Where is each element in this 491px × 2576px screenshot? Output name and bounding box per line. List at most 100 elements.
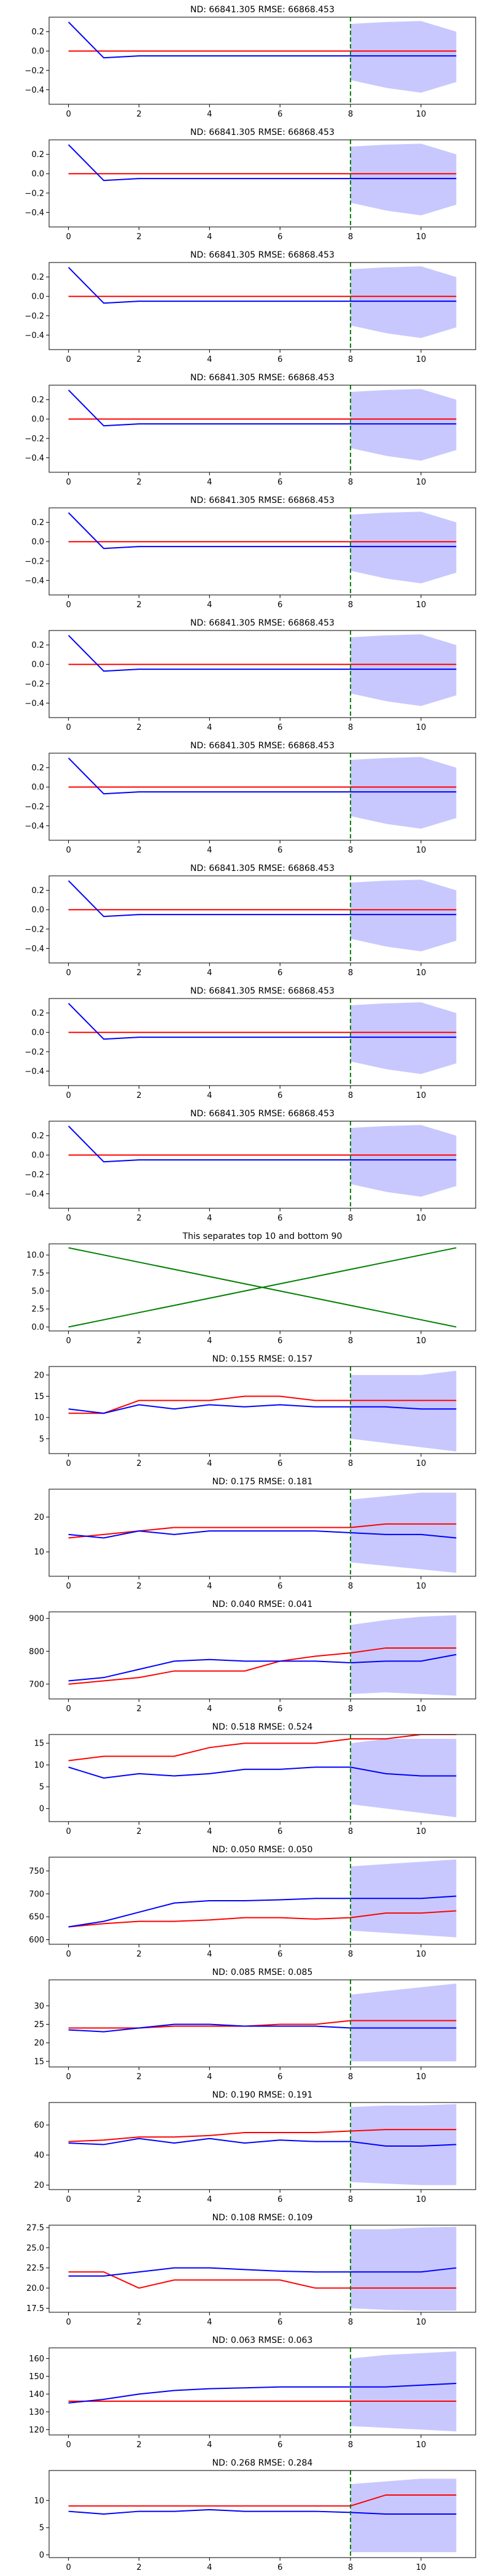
x-tick-label: 10 (416, 2072, 427, 2082)
x-tick-label: 10 (416, 2195, 427, 2204)
plot-area (68, 631, 457, 718)
x-tick-label: 4 (207, 1214, 212, 1223)
x-tick-label: 2 (136, 2195, 141, 2204)
prediction-interval-band (350, 634, 457, 707)
chart-title: ND: 0.190 RMSE: 0.191 (212, 2090, 313, 2100)
x-tick-label: 8 (348, 1459, 353, 1468)
plot-area (68, 2225, 457, 2312)
chart-panel-6: ND: 66841.305 RMSE: 66868.453 0 2 4 6 8 10 −0.4… (25, 618, 476, 732)
prediction-line (68, 2137, 457, 2147)
axes-frame (48, 1857, 476, 1945)
chart-panel-5: ND: 66841.305 RMSE: 66868.453 0 2 4 6 8 10 −0.4… (25, 496, 476, 610)
plot-area (68, 17, 457, 104)
x-tick-label: 8 (348, 478, 353, 487)
y-tick-label: −0.4 (25, 699, 44, 708)
y-tick-label: −0.2 (25, 189, 44, 198)
y-tick-label: −0.2 (25, 434, 44, 443)
chart-title: ND: 66841.305 RMSE: 66868.453 (190, 864, 334, 873)
y-tick-label: 160 (29, 2355, 44, 2364)
x-tick-label: 6 (277, 2440, 282, 2450)
x-tick-label: 2 (136, 1582, 141, 1591)
x-tick-label: 8 (348, 2072, 353, 2082)
y-tick-label: 700 (29, 1890, 44, 1899)
x-tick-label: 8 (348, 110, 353, 119)
chart-title: ND: 66841.305 RMSE: 66868.453 (190, 5, 334, 15)
x-tick-label: 4 (207, 2072, 212, 2082)
chart-panel-17: ND: 0.085 RMSE: 0.085 0 2 4 6 8 10 15 20 25 30 (34, 1968, 476, 2082)
x-tick-label: 4 (207, 1336, 212, 1346)
chart-title: ND: 66841.305 RMSE: 66868.453 (190, 1109, 334, 1119)
x-tick-label: 2 (136, 2440, 141, 2450)
x-tick-label: 4 (207, 478, 212, 487)
x-tick-label: 2 (136, 1827, 141, 1836)
x-tick-label: 2 (136, 600, 141, 610)
x-tick-label: 0 (66, 1336, 71, 1346)
x-tick-label: 0 (66, 2563, 71, 2572)
axes-frame (48, 753, 476, 841)
x-tick-label: 4 (207, 355, 212, 364)
x-tick-label: 0 (66, 2440, 71, 2450)
chart-panel-3: ND: 66841.305 RMSE: 66868.453 0 2 4 6 8 10 −0.4… (25, 250, 476, 364)
y-tick-label: 0.2 (31, 1132, 44, 1141)
y-tick-label: 0.0 (31, 906, 44, 915)
y-tick-label: 0.2 (31, 273, 44, 282)
prediction-interval-band (350, 389, 457, 461)
x-tick-label: 10 (416, 1827, 427, 1836)
x-tick-label: 6 (277, 1827, 282, 1836)
x-tick-label: 10 (416, 2563, 427, 2572)
y-tick-label: 10 (34, 1414, 44, 1423)
x-tick-label: 8 (348, 2195, 353, 2204)
x-tick-label: 10 (416, 232, 427, 242)
axes-frame (48, 17, 476, 105)
chart-panel-4: ND: 66841.305 RMSE: 66868.453 0 2 4 6 8 10 −0.4… (25, 373, 476, 487)
prediction-interval-band (350, 2478, 457, 2553)
x-tick-label: 10 (416, 2440, 427, 2450)
x-tick-label: 10 (416, 1214, 427, 1223)
x-tick-label: 4 (207, 1582, 212, 1591)
ground-truth-line (68, 1647, 457, 1685)
y-tick-label: 0.0 (31, 783, 44, 792)
y-tick-label: 0.2 (31, 518, 44, 527)
chart-panel-18: ND: 0.190 RMSE: 0.191 0 2 4 6 8 10 20 40 60 (34, 2090, 476, 2204)
x-tick-label: 2 (136, 355, 141, 364)
y-tick-label: 130 (29, 2408, 44, 2417)
x-tick-label: 0 (66, 2318, 71, 2327)
x-tick-label: 2 (136, 2072, 141, 2082)
y-tick-label: 5 (39, 2524, 44, 2533)
x-tick-label: 0 (66, 1091, 71, 1100)
x-tick-label: 6 (277, 1214, 282, 1223)
axes-frame (48, 1243, 476, 1332)
x-tick-label: 4 (207, 600, 212, 610)
x-tick-label: 4 (207, 1459, 212, 1468)
ground-truth-line (68, 2494, 457, 2507)
prediction-interval-band (350, 1370, 457, 1452)
y-tick-label: 25 (34, 2020, 44, 2030)
x-tick-label: 2 (136, 1336, 141, 1346)
axes-frame (48, 262, 476, 350)
prediction-line (68, 389, 457, 427)
axes-frame (48, 1611, 476, 1700)
y-tick-label: 5 (39, 1783, 44, 1792)
prediction-interval-band (350, 144, 457, 216)
axes-frame (48, 139, 476, 228)
x-tick-label: 8 (348, 723, 353, 732)
y-tick-label: −0.4 (25, 331, 44, 340)
y-tick-label: 0.0 (31, 415, 44, 424)
y-tick-label: 0.0 (31, 1151, 44, 1160)
chart-title: ND: 66841.305 RMSE: 66868.453 (190, 373, 334, 383)
axes-frame (48, 630, 476, 718)
axes-frame (48, 875, 476, 964)
axes-frame (48, 507, 476, 596)
prediction-line (68, 1125, 457, 1163)
ground-truth-line (68, 1395, 457, 1414)
y-tick-label: 30 (34, 2002, 44, 2011)
y-tick-label: 0.2 (31, 150, 44, 159)
x-tick-label: 6 (277, 968, 282, 978)
x-tick-label: 0 (66, 110, 71, 119)
x-tick-label: 6 (277, 1582, 282, 1591)
x-tick-label: 2 (136, 232, 141, 242)
prediction-line (68, 267, 457, 304)
x-tick-label: 10 (416, 1704, 427, 1714)
chart-panel-12: ND: 0.155 RMSE: 0.157 0 2 4 6 8 10 5 10 15 20 (34, 1354, 476, 1468)
